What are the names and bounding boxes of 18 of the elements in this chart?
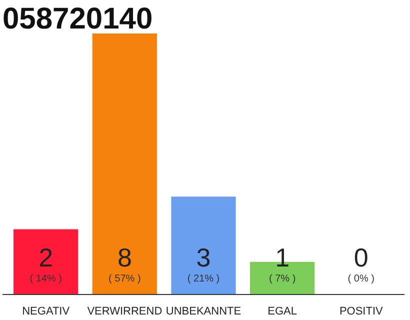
bar	[14, 229, 78, 294]
annotation: ( 7% )	[268, 274, 296, 284]
bar	[92, 34, 157, 294]
x-tick-label: NEGATIV	[22, 306, 70, 318]
x-tick-label: POSITIV	[339, 306, 384, 318]
x-tick-label: UNBEKANNTE	[166, 306, 242, 318]
bar	[171, 196, 236, 294]
chart-title: 058720140	[2, 2, 153, 36]
data-label: 0	[354, 242, 368, 272]
data-label: 8	[117, 242, 132, 272]
annotation: ( 21% )	[187, 274, 220, 284]
annotation: ( 0% )	[348, 274, 374, 284]
data-label: 2	[38, 242, 54, 272]
x-tick-label: EGAL	[268, 306, 298, 318]
data-label: 3	[196, 242, 211, 272]
annotation: ( 14% )	[30, 274, 62, 284]
annotation: ( 57% )	[108, 274, 141, 284]
x-tick-label: VERWIRREND	[87, 306, 162, 318]
